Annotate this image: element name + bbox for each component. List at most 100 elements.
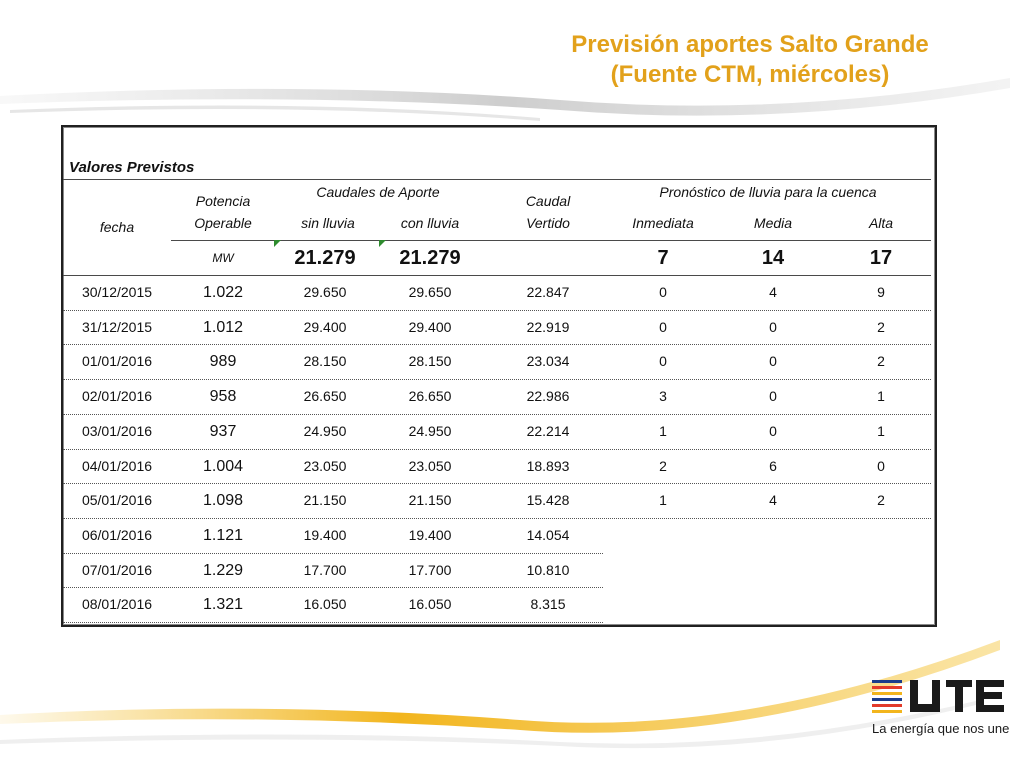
tagline: La energía que nos une: [872, 721, 1010, 736]
table-cell-fecha: 04/01/2016: [81, 457, 153, 474]
table-cell-med: 0: [769, 388, 777, 405]
row-divider: [63, 448, 931, 450]
table-cell-vertido: 15.428: [526, 492, 570, 509]
table-cell-potencia: 989: [209, 353, 237, 371]
table-cell-alta: 2: [877, 318, 885, 335]
header-pronostico-group: Pronóstico de lluvia para la cuenca: [659, 184, 877, 200]
table-cell-vertido: 22.919: [526, 318, 570, 335]
header-potencia: Potencia Operable: [194, 193, 252, 231]
table-cell-sin: 17.700: [303, 561, 347, 578]
table-cell-sin: 28.150: [303, 353, 347, 370]
table-cell-potencia: 937: [209, 422, 237, 440]
table-cell-vertido: 8.315: [530, 596, 566, 613]
table-cell-potencia: 1.321: [202, 596, 244, 614]
table-cell-alta: 1: [877, 422, 885, 439]
row-divider: [63, 379, 931, 381]
table-cell-vertido: 22.986: [526, 388, 570, 405]
row-divider: [63, 622, 603, 623]
table-cell-vertido: 22.214: [526, 422, 570, 439]
table-cell-fecha: 08/01/2016: [81, 596, 153, 613]
table-cell-med: 4: [769, 284, 777, 300]
table-cell-sin: 29.650: [303, 284, 347, 300]
table-cell-potencia: 1.012: [202, 318, 244, 336]
header-fecha: fecha: [99, 219, 135, 235]
table-cell-sin: 21.150: [303, 492, 347, 509]
table-cell-con: 19.400: [408, 526, 452, 543]
cell-comment-marker-icon: [379, 240, 386, 247]
table-cell-con: 29.650: [408, 284, 452, 300]
table-cell-med: 0: [769, 422, 777, 439]
table-cell-sin: 26.650: [303, 388, 347, 405]
table-cell-inm: 0: [659, 353, 667, 370]
row-divider: [63, 552, 603, 554]
table-cell-fecha: 03/01/2016: [81, 422, 153, 439]
header-caudales-group: Caudales de Aporte: [316, 184, 440, 200]
summary-media: 14: [761, 247, 785, 269]
table-cell-alta: 2: [877, 492, 885, 509]
divider: [63, 179, 931, 180]
table-cell-inm: 0: [659, 318, 667, 335]
header-caudal-vertido: Caudal Vertido: [525, 193, 571, 231]
table-cell-alta: 2: [877, 353, 885, 370]
table-cell-con: 23.050: [408, 457, 452, 474]
row-divider: [63, 483, 931, 485]
table-cell-inm: 1: [659, 422, 667, 439]
row-divider: [63, 344, 931, 346]
forecast-table: Valores Previstos fecha Potencia Operabl…: [61, 125, 937, 627]
table-cell-con: 28.150: [408, 353, 452, 370]
table-cell-potencia: 1.121: [202, 526, 244, 544]
table-cell-fecha: 02/01/2016: [81, 388, 153, 405]
table-cell-med: 4: [769, 492, 777, 509]
header-media: Media: [753, 215, 793, 231]
summary-sin-lluvia: 21.279: [294, 247, 356, 269]
table-cell-alta: 1: [877, 388, 885, 405]
divider: [63, 275, 931, 276]
table-cell-con: 16.050: [408, 596, 452, 613]
table-cell-fecha: 01/01/2016: [81, 353, 153, 370]
table-cell-sin: 24.950: [303, 422, 347, 439]
table-cell-vertido: 10.810: [526, 561, 570, 578]
divider: [171, 240, 931, 241]
table-cell-fecha: 30/12/2015: [81, 284, 153, 300]
table-cell-con: 26.650: [408, 388, 452, 405]
summary-unit: MW: [212, 251, 234, 265]
table-cell-potencia: 1.004: [202, 457, 244, 475]
table-cell-alta: 9: [877, 284, 885, 300]
table-cell-potencia: 958: [209, 388, 237, 406]
table-cell-sin: 29.400: [303, 318, 347, 335]
table-cell-vertido: 23.034: [526, 353, 570, 370]
slide-title: Previsión aportes Salto Grande (Fuente C…: [571, 31, 929, 88]
row-divider: [63, 517, 931, 519]
header-con-lluvia: con lluvia: [400, 215, 460, 231]
summary-alta: 17: [869, 247, 893, 269]
table-cell-fecha: 05/01/2016: [81, 492, 153, 509]
header-inmediata: Inmediata: [632, 215, 694, 231]
table-cell-fecha: 07/01/2016: [81, 561, 153, 578]
table-cell-sin: 19.400: [303, 526, 347, 543]
table-cell-inm: 0: [659, 284, 667, 300]
ute-logo-icon: [872, 680, 1004, 713]
table-cell-fecha: 31/12/2015: [81, 318, 153, 335]
table-cell-con: 17.700: [408, 561, 452, 578]
cell-comment-marker-icon: [274, 240, 281, 247]
header-sin-lluvia: sin lluvia: [301, 215, 355, 231]
table-cell-alta: 0: [877, 457, 885, 474]
table-cell-inm: 3: [659, 388, 667, 405]
table-cell-sin: 16.050: [303, 596, 347, 613]
row-divider: [63, 309, 931, 311]
table-cell-vertido: 18.893: [526, 457, 570, 474]
table-cell-fecha: 06/01/2016: [81, 526, 153, 543]
table-cell-inm: 1: [659, 492, 667, 509]
table-cell-potencia: 1.098: [202, 492, 244, 510]
table-cell-inm: 2: [659, 457, 667, 474]
table-cell-con: 21.150: [408, 492, 452, 509]
table-cell-med: 0: [769, 318, 777, 335]
table-cell-med: 6: [769, 457, 777, 474]
header-alta: Alta: [868, 215, 894, 231]
table-cell-vertido: 14.054: [526, 526, 570, 543]
table-cell-con: 29.400: [408, 318, 452, 335]
row-divider: [63, 587, 603, 589]
table-cell-med: 0: [769, 353, 777, 370]
table-cell-potencia: 1.022: [202, 284, 244, 301]
